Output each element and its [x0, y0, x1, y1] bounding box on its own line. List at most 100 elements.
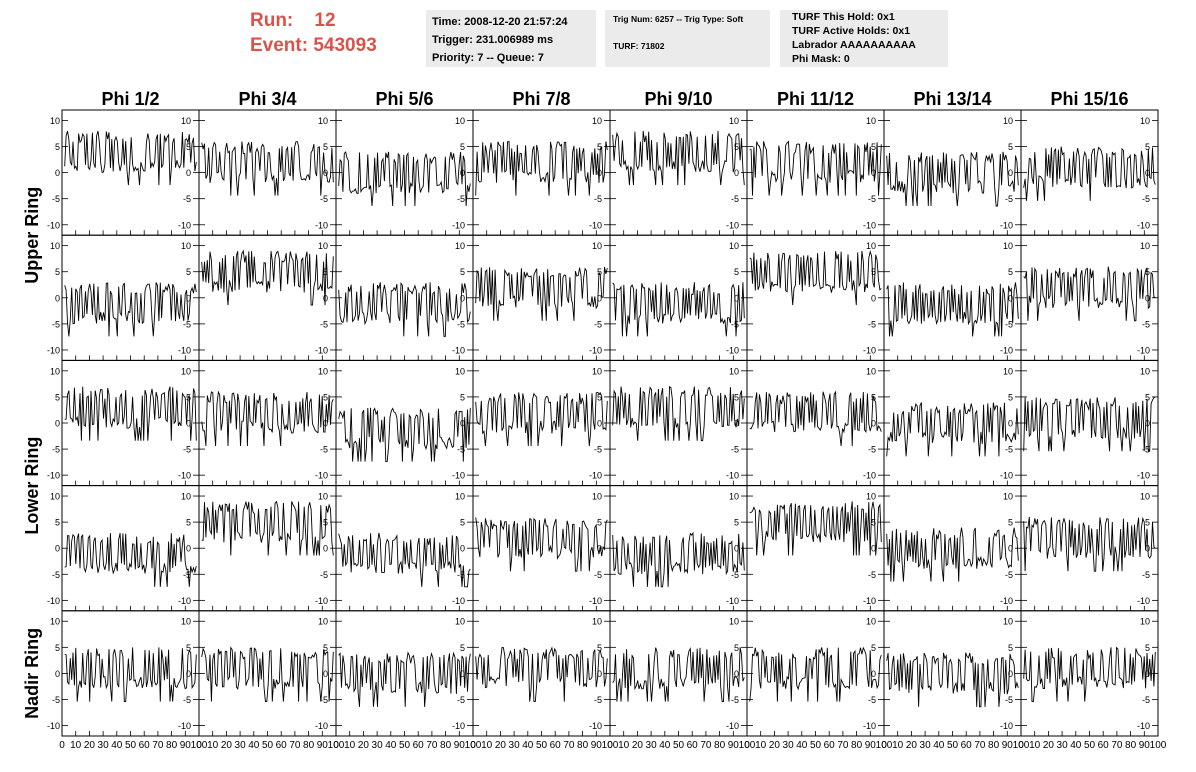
time-info-box: Time: 2008-12-20 21:57:24 Trigger: 231.0…	[426, 10, 596, 67]
y-tick-label: 5	[597, 142, 602, 152]
x-tick-label: 40	[248, 740, 260, 751]
x-tick-label: 30	[509, 740, 521, 751]
y-tick-label: -5	[1142, 319, 1150, 329]
x-tick-label: 60	[1098, 740, 1110, 751]
y-tick-label: 5	[1145, 142, 1150, 152]
y-tick-label: 0	[1008, 544, 1013, 554]
y-tick-label: -10	[726, 345, 739, 355]
waveform-trace	[886, 282, 1019, 337]
y-tick-label: -5	[320, 445, 328, 455]
y-tick-label: 0	[734, 168, 739, 178]
y-tick-label: -5	[457, 695, 465, 705]
waveform-trace	[749, 250, 882, 306]
y-tick-label: 10	[318, 617, 328, 627]
event-value: 543093	[313, 35, 377, 56]
x-tick-label: 20	[84, 740, 96, 751]
run-line: Run: 12	[250, 8, 415, 33]
labrador-line: Labrador AAAAAAAAAA	[792, 39, 916, 51]
turf-line: TURF: 71802	[613, 41, 665, 51]
y-tick-label: 10	[1003, 617, 1013, 627]
x-tick-label: 40	[111, 740, 123, 751]
waveform-trace	[886, 652, 1019, 708]
y-tick-label: -10	[589, 471, 602, 481]
y-tick-label: 0	[55, 419, 60, 429]
y-tick-label: 10	[1140, 617, 1150, 627]
y-tick-label: 0	[597, 419, 602, 429]
waveform-trace	[1023, 396, 1156, 452]
y-tick-label: 0	[597, 669, 602, 679]
waveform-trace	[201, 249, 334, 306]
y-tick-label: 0	[323, 669, 328, 679]
x-tick-label: 90	[454, 740, 466, 751]
y-tick-label: 10	[1003, 116, 1013, 126]
y-tick-label: -5	[594, 570, 602, 580]
y-tick-label: 10	[50, 617, 60, 627]
y-tick-label: -5	[320, 695, 328, 705]
waveform-trace	[612, 130, 745, 186]
y-tick-label: 5	[186, 518, 191, 528]
y-tick-label: 10	[181, 492, 191, 502]
panel-frame	[198, 359, 337, 487]
x-tick-label: 10	[207, 740, 219, 751]
y-tick-label: -10	[1137, 596, 1150, 606]
y-tick-label: 0	[55, 544, 60, 554]
y-tick-label: -5	[457, 319, 465, 329]
y-tick-label: 10	[592, 617, 602, 627]
x-tick-label: 40	[796, 740, 808, 751]
y-tick-label: 0	[871, 544, 876, 554]
x-tick-label: 0	[881, 740, 887, 751]
y-tick-label: -10	[47, 471, 60, 481]
waveform-trace	[201, 500, 334, 556]
y-tick-label: 10	[455, 116, 465, 126]
y-tick-label: -10	[726, 220, 739, 230]
y-tick-label: 5	[1008, 392, 1013, 402]
panel-frame	[1020, 485, 1159, 612]
panel-frame	[61, 485, 200, 612]
x-tick-label: 80	[1125, 740, 1137, 751]
y-tick-label: 10	[181, 617, 191, 627]
y-tick-label: 5	[323, 142, 328, 152]
y-tick-label: -10	[726, 471, 739, 481]
y-tick-label: 5	[734, 142, 739, 152]
y-tick-label: -5	[731, 695, 739, 705]
x-tick-label: 90	[1002, 740, 1014, 751]
y-tick-label: 5	[597, 518, 602, 528]
panel-frame	[609, 485, 748, 612]
waveform-trace	[749, 140, 882, 196]
y-tick-label: 10	[1003, 241, 1013, 251]
panel-frame	[472, 485, 611, 612]
x-tick-label: 90	[728, 740, 740, 751]
y-tick-label: -5	[52, 194, 60, 204]
waveform-trace	[475, 517, 608, 572]
y-tick-label: 10	[181, 241, 191, 251]
y-tick-label: 10	[318, 366, 328, 376]
y-tick-label: 5	[1008, 643, 1013, 653]
x-tick-label: 100	[602, 740, 619, 751]
y-tick-label: -5	[731, 445, 739, 455]
y-tick-label: -10	[863, 220, 876, 230]
y-tick-label: 10	[866, 617, 876, 627]
y-tick-label: 10	[1003, 492, 1013, 502]
x-tick-label: 10	[755, 740, 767, 751]
y-tick-label: 10	[592, 241, 602, 251]
y-tick-label: 5	[734, 267, 739, 277]
waveform-trace	[1023, 146, 1156, 201]
x-tick-label: 80	[440, 740, 452, 751]
x-tick-label: 60	[276, 740, 288, 751]
y-tick-label: 10	[318, 241, 328, 251]
y-tick-label: 0	[55, 293, 60, 303]
column-title: Phi 15/16	[1050, 89, 1128, 109]
waveform-trace	[201, 646, 334, 703]
y-tick-label: 10	[729, 241, 739, 251]
y-tick-label: 10	[866, 366, 876, 376]
x-tick-label: 60	[687, 740, 699, 751]
turf-hold-line: TURF This Hold: 0x1	[792, 11, 895, 23]
y-tick-label: -5	[731, 194, 739, 204]
waveform-trace	[1023, 646, 1156, 703]
x-tick-label: 10	[344, 740, 356, 751]
y-tick-label: 10	[866, 241, 876, 251]
waveform-trace	[201, 141, 334, 196]
y-tick-label: 10	[729, 492, 739, 502]
y-tick-label: -10	[1137, 345, 1150, 355]
x-tick-label: 70	[563, 740, 575, 751]
